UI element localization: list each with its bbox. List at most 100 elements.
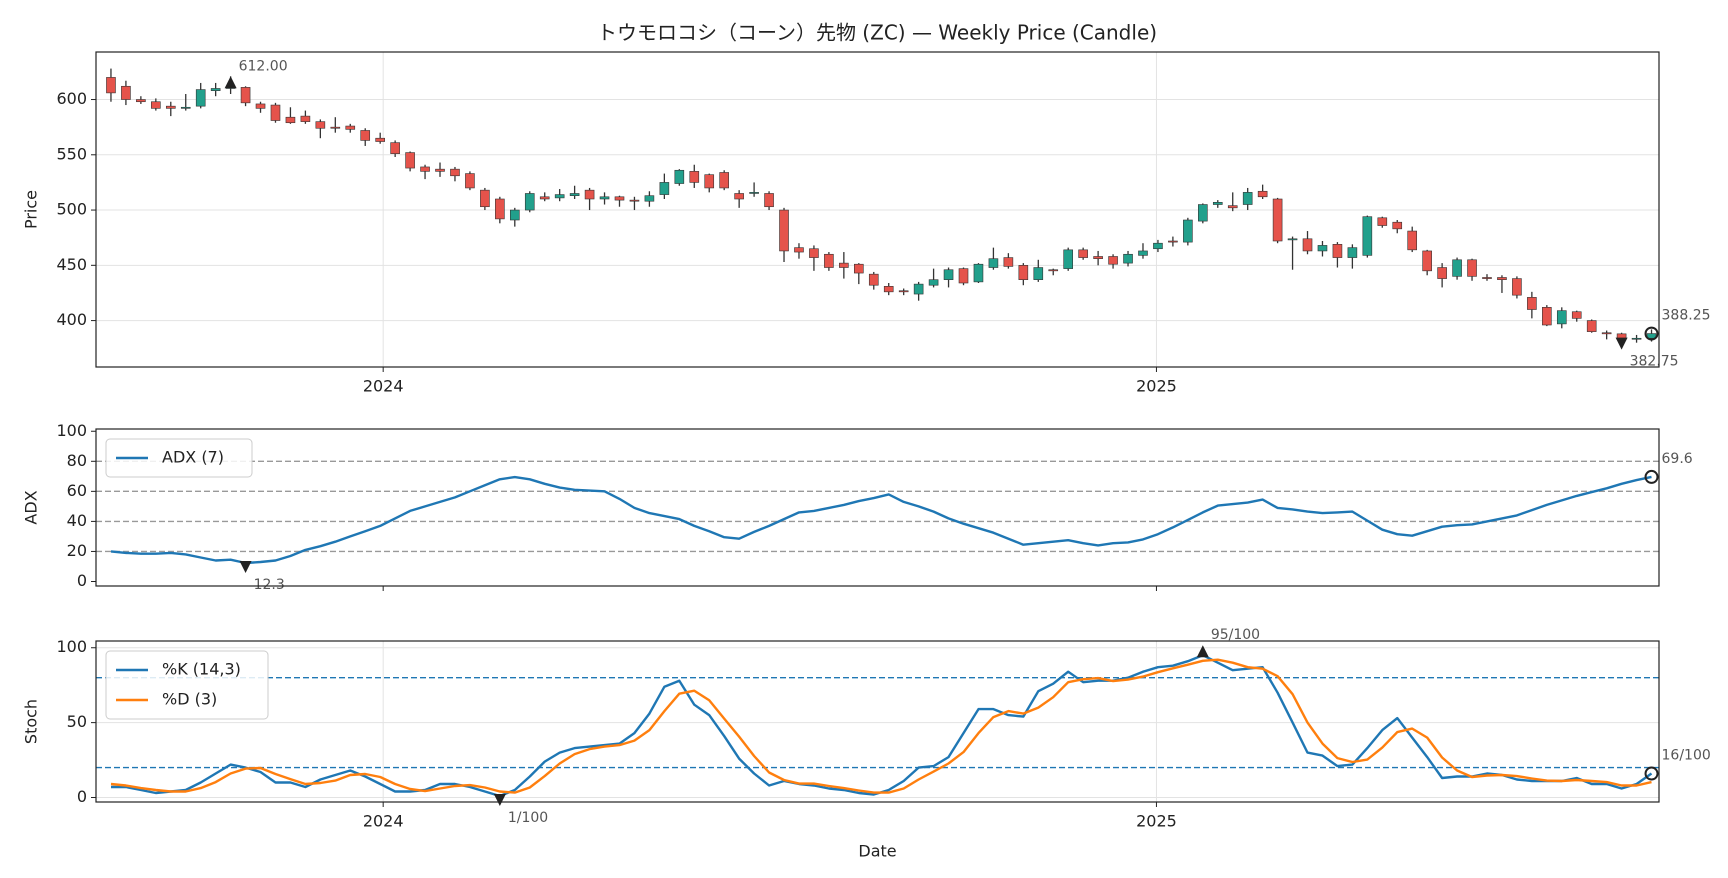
candle-body xyxy=(824,253,834,268)
candle-body xyxy=(465,173,475,189)
candle-body xyxy=(106,77,116,94)
candle-body xyxy=(973,263,984,283)
candle-body xyxy=(689,171,700,183)
series-line xyxy=(110,475,1652,565)
candle-body xyxy=(210,88,221,91)
last-marker xyxy=(1644,326,1659,341)
candle-body xyxy=(1527,297,1537,310)
candle-body xyxy=(614,196,625,201)
y-tick-label: 20 xyxy=(67,541,87,560)
x-axis-label: Date xyxy=(858,842,896,861)
candle-body xyxy=(554,194,565,199)
x-tick-label: 2025 xyxy=(1136,812,1177,831)
candle-body xyxy=(390,142,400,154)
y-tick-label: 0 xyxy=(77,571,87,590)
candle-body xyxy=(1332,244,1343,258)
candle-body xyxy=(1272,198,1283,242)
y-axis-label: Stoch xyxy=(22,699,41,744)
candle-body xyxy=(1377,217,1388,226)
last-marker xyxy=(1644,469,1659,484)
candle-body xyxy=(913,283,924,295)
annotation: 388.25 xyxy=(1662,308,1711,324)
annotation: 12.3 xyxy=(254,577,285,593)
x-tick-label: 2024 xyxy=(363,812,404,831)
candle-body xyxy=(121,85,131,100)
candle-body xyxy=(809,248,819,258)
annotation: 612.00 xyxy=(239,58,288,74)
y-tick-label: 0 xyxy=(77,787,87,806)
candle-body xyxy=(1512,278,1522,296)
candle-body xyxy=(195,89,206,107)
candle-body xyxy=(569,193,580,196)
candle-body xyxy=(1063,249,1074,269)
y-tick-label: 100 xyxy=(56,421,87,440)
candle-body xyxy=(1452,259,1462,277)
candle-body xyxy=(360,130,371,141)
candle-body xyxy=(958,268,969,284)
candle-body xyxy=(734,193,744,200)
candle-body xyxy=(794,247,804,253)
candle-body xyxy=(1183,219,1193,243)
series-line xyxy=(110,658,1652,794)
candle-body xyxy=(345,125,356,130)
max-marker xyxy=(224,76,237,89)
candle-body xyxy=(928,279,939,286)
candle-body xyxy=(749,192,759,194)
annotation: 16/100 xyxy=(1662,748,1711,764)
candle-body xyxy=(883,286,894,293)
y-tick-label: 80 xyxy=(67,451,87,470)
y-tick-label: 50 xyxy=(67,712,87,731)
candle-body xyxy=(1542,307,1552,326)
candle-body xyxy=(1108,256,1118,265)
candle-body xyxy=(375,137,385,142)
candle-body xyxy=(1242,192,1253,205)
max-marker xyxy=(1196,645,1209,658)
legend-label: %K (14,3) xyxy=(162,660,241,679)
candle-body xyxy=(839,262,849,268)
candle-body xyxy=(1497,277,1507,280)
candle-body xyxy=(1168,240,1178,243)
plot-frame xyxy=(95,640,1660,803)
candle-body xyxy=(599,196,610,200)
candle-body xyxy=(405,152,415,169)
legend-label: %D (3) xyxy=(162,690,217,709)
candle-body xyxy=(420,166,430,172)
candle-body xyxy=(480,189,490,208)
candle-body xyxy=(1078,249,1088,258)
candle-body xyxy=(1048,269,1059,272)
candle-body xyxy=(1212,202,1223,205)
min-marker xyxy=(493,794,506,807)
candle-body xyxy=(285,116,296,124)
y-tick-label: 500 xyxy=(56,200,87,219)
candle-body xyxy=(719,172,729,189)
y-tick-label: 550 xyxy=(56,144,87,163)
plot-frame xyxy=(95,51,1660,368)
candle-body xyxy=(330,126,341,129)
x-tick-label: 2025 xyxy=(1136,377,1177,396)
candle-body xyxy=(1302,238,1313,252)
annotation: 1/100 xyxy=(508,810,548,826)
plot-frame xyxy=(95,428,1660,587)
candle-body xyxy=(539,196,550,200)
candle-body xyxy=(1437,267,1447,279)
candle-body xyxy=(1422,250,1432,272)
candle-body xyxy=(674,169,685,184)
candle-body xyxy=(1287,238,1298,241)
candle-body xyxy=(315,121,326,129)
candle-body xyxy=(1601,332,1612,335)
candle-body xyxy=(659,182,670,195)
y-axis-label: ADX xyxy=(22,490,41,524)
y-tick-label: 600 xyxy=(56,89,87,108)
candle-body xyxy=(300,115,311,122)
candle-body xyxy=(898,290,909,293)
candle-body xyxy=(1003,257,1014,267)
y-tick-label: 60 xyxy=(67,481,87,500)
candle-body xyxy=(1018,265,1029,280)
candle-body xyxy=(854,263,864,274)
candle-body xyxy=(270,104,281,121)
candle-body xyxy=(644,195,655,202)
candle-body xyxy=(1482,277,1492,279)
candle-body xyxy=(1317,245,1328,252)
